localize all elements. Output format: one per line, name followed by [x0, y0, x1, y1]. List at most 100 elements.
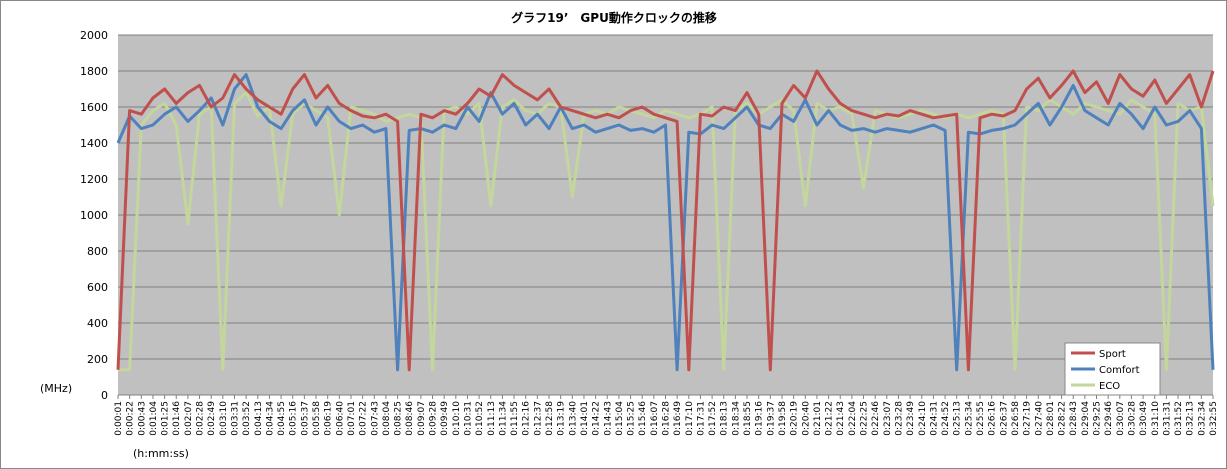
y-tick-label: 1400 [80, 137, 108, 150]
x-tick-label: 0:31:31 [1162, 401, 1172, 436]
x-tick-label: 0:07:01 [347, 401, 357, 436]
x-tick-label: 0:32:13 [1186, 401, 1196, 436]
x-tick-label: 0:09:07 [417, 401, 427, 436]
x-tick-label: 0:02:28 [196, 401, 206, 436]
y-tick-label: 400 [87, 317, 108, 330]
x-tick-label: 0:12:37 [533, 401, 543, 436]
x-tick-label: 0:31:10 [1151, 401, 1161, 436]
x-tick-label: 0:12:16 [522, 401, 532, 436]
x-tick-label: 0:08:04 [382, 401, 392, 436]
x-tick-label: 0:00:22 [126, 401, 136, 436]
x-tick-label: 0:13:19 [557, 401, 567, 436]
x-tick-label: 0:23:49 [906, 401, 916, 436]
x-tick-label: 0:22:04 [848, 401, 858, 436]
x-tick-label: 0:16:28 [662, 401, 672, 436]
x-tick-label: 0:13:40 [568, 401, 578, 436]
x-tick-label: 0:26:58 [1011, 401, 1021, 436]
x-tick-label: 0:18:13 [720, 401, 730, 436]
x-tick-label: 0:17:31 [696, 401, 706, 436]
y-axis-label: (MHz) [40, 382, 72, 395]
x-tick-label: 0:08:46 [405, 401, 415, 436]
x-tick-label: 0:25:55 [976, 401, 986, 436]
x-tick-label: 0:17:10 [685, 401, 695, 436]
x-tick-label: 0:31:52 [1174, 401, 1184, 436]
x-tick-label: 0:05:58 [312, 401, 322, 436]
x-tick-label: 0:19:37 [766, 401, 776, 436]
y-tick-label: 1000 [80, 209, 108, 222]
x-tick-label: 0:17:52 [708, 401, 718, 436]
y-tick-label: 800 [87, 245, 108, 258]
x-tick-label: 0:19:16 [755, 401, 765, 436]
x-tick-label: 0:21:22 [825, 401, 835, 436]
x-tick-label: 0:30:28 [1127, 401, 1137, 436]
x-tick-label: 0:00:01 [114, 401, 124, 436]
x-tick-label: 0:11:34 [498, 401, 508, 436]
x-tick-label: 0:14:22 [592, 401, 602, 436]
x-tick-label: 0:21:01 [813, 401, 823, 436]
x-tick-label: 0:01:25 [161, 401, 171, 436]
x-tick-label: 0:06:40 [335, 401, 345, 436]
x-tick-label: 0:18:55 [743, 401, 753, 436]
x-tick-label: 0:16:49 [673, 401, 683, 436]
y-tick-label: 0 [101, 389, 108, 402]
x-tick-label: 0:22:25 [860, 401, 870, 436]
x-tick-label: 0:09:49 [440, 401, 450, 436]
x-tick-label: 0:04:55 [277, 401, 287, 436]
x-tick-label: 0:03:31 [230, 401, 240, 436]
x-tick-label: 0:09:28 [429, 401, 439, 436]
x-tick-label: 0:20:40 [801, 401, 811, 436]
x-tick-label: 0:24:10 [918, 401, 928, 436]
x-axis-label: (h:mm:ss) [133, 447, 189, 460]
x-tick-label: 0:03:52 [242, 401, 252, 436]
x-tick-label: 0:10:10 [452, 401, 462, 436]
y-tick-label: 1800 [80, 65, 108, 78]
x-tick-label: 0:28:22 [1058, 401, 1068, 436]
x-tick-label: 0:11:13 [487, 401, 497, 436]
x-tick-label: 0:18:34 [731, 401, 741, 436]
x-tick-label: 0:29:04 [1081, 401, 1091, 436]
x-tick-label: 0:30:49 [1139, 401, 1149, 436]
x-tick-label: 0:24:52 [941, 401, 951, 436]
x-tick-label: 0:06:19 [324, 401, 334, 436]
y-tick-label: 600 [87, 281, 108, 294]
x-tick-label: 0:14:01 [580, 401, 590, 436]
x-tick-label: 0:01:46 [172, 401, 182, 436]
x-tick-label: 0:02:07 [184, 401, 194, 436]
y-tick-label: 1200 [80, 173, 108, 186]
x-tick-label: 0:30:07 [1116, 401, 1126, 436]
series-line [116, 69, 1215, 372]
x-tick-label: 0:28:01 [1046, 401, 1056, 436]
x-tick-label: 0:20:19 [790, 401, 800, 436]
x-tick-label: 0:28:43 [1069, 401, 1079, 436]
legend-label: Sport [1099, 349, 1126, 360]
x-tick-label: 0:10:31 [463, 401, 473, 436]
legend-label: ECO [1099, 381, 1120, 392]
y-tick-label: 2000 [80, 29, 108, 42]
x-tick-label: 0:16:07 [650, 401, 660, 436]
x-tick-label: 0:02:49 [207, 401, 217, 436]
x-tick-label: 0:01:04 [149, 401, 159, 436]
x-tick-label: 0:15:25 [627, 401, 637, 436]
x-tick-label: 0:15:46 [638, 401, 648, 436]
x-tick-label: 0:25:34 [964, 401, 974, 436]
chart-title: グラフ19’ GPU動作クロックの推移 [511, 10, 717, 25]
x-tick-label: 0:08:25 [394, 401, 404, 436]
x-tick-label: 0:24:31 [929, 401, 939, 436]
x-tick-label: 0:25:13 [953, 401, 963, 436]
x-tick-label: 0:05:16 [289, 401, 299, 436]
x-tick-label: 0:27:40 [1034, 401, 1044, 436]
series-line [116, 73, 1215, 372]
x-tick-label: 0:00:43 [137, 401, 147, 436]
x-tick-label: 0:11:55 [510, 401, 520, 436]
x-tick-label: 0:26:16 [988, 401, 998, 436]
x-tick-label: 0:26:37 [999, 401, 1009, 436]
y-tick-label: 1600 [80, 101, 108, 114]
x-tick-label: 0:14:43 [603, 401, 613, 436]
x-tick-label: 0:10:52 [475, 401, 485, 436]
x-tick-label: 0:19:58 [778, 401, 788, 436]
series-line [118, 91, 1215, 372]
x-tick-label: 0:15:04 [615, 401, 625, 436]
x-tick-label: 0:12:58 [545, 401, 555, 436]
x-tick-label: 0:07:22 [359, 401, 369, 436]
